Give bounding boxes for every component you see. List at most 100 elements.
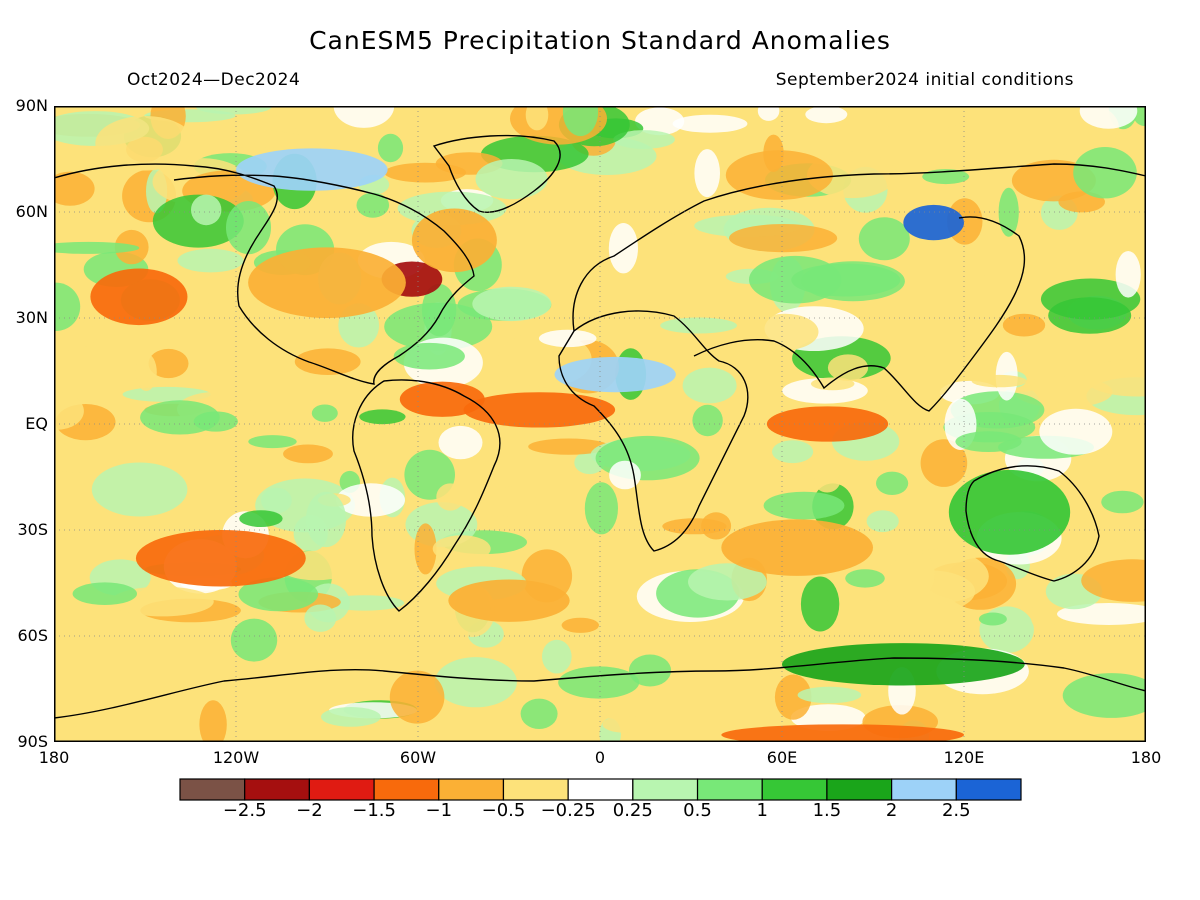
texture-blob [858,217,910,261]
anomaly-south-pacific-dry [135,530,306,587]
texture-blob [922,169,970,185]
texture-blob [998,187,1019,237]
texture-blob [72,582,137,605]
anomaly-south-atlantic-dry [448,579,570,622]
legend-swatch [696,778,763,801]
legend-swatch [244,778,310,801]
texture-blob [377,133,404,163]
texture-blob [538,329,597,348]
legend-label: 2 [885,800,898,821]
anomaly-map [54,106,1146,742]
texture-blob [725,150,834,200]
north-america-coastline [54,163,475,385]
texture-blob [493,486,537,518]
texture-blob [230,618,278,662]
texture-blob [248,435,297,449]
texture-blob [920,439,968,487]
anomaly-amazon-dry [399,381,485,417]
legend-label: 0.25 [612,800,653,821]
anomaly-southern-ocean-wet [782,643,1025,686]
texture-blob [199,302,230,329]
texture-blob [1058,191,1105,213]
texture-blob [876,471,909,495]
legend-label: −2 [296,800,323,821]
texture-blob [432,535,491,563]
anomaly-south-indian-dry [721,519,874,576]
texture-blob [54,392,84,430]
legend-label: 1 [756,800,768,821]
texture-blob [475,159,548,200]
lon-tick-label: 180 [1130,748,1162,767]
greenland-coastline [432,134,561,213]
texture-blob [628,654,672,687]
texture-blob [414,523,437,575]
texture-blob [608,223,639,274]
texture-blob [542,639,572,674]
texture-blob [438,425,483,460]
texture-blob [54,282,81,331]
lat-tick-label: 30N [15,308,48,327]
texture-blob [1073,147,1137,199]
legend-swatch [373,778,440,801]
legend-swatch [955,778,1022,801]
texture-blob [875,106,965,132]
australia-coastline [965,465,1100,582]
texture-blob [772,440,814,464]
lat-tick-label: 60S [17,626,48,645]
texture-blob [525,106,549,131]
texture-blob [434,657,517,708]
texture-blob [729,224,838,253]
legend-swatch [632,778,699,801]
texture-blob [662,213,689,235]
forecast-period: Oct2024—Dec2024 [127,70,301,90]
texture-blob [389,670,445,724]
texture-blob [1081,559,1146,602]
texture-blob [226,201,271,255]
texture-blob [971,374,1027,388]
texture-blob [635,107,685,136]
texture-blob [1084,358,1146,397]
initial-conditions: September2024 initial conditions [775,70,1074,90]
lon-tick-label: 60W [399,748,437,767]
texture-blob [660,317,737,334]
anomaly-north-america-dry [248,247,406,318]
texture-blob [751,313,819,351]
texture-blob [91,462,188,517]
texture-blob [609,460,641,490]
africa-coastline [558,310,749,552]
texture-blob [135,353,157,391]
texture-blob [757,106,780,121]
texture-blob [472,286,552,322]
lon-tick-label: 120E [943,748,985,767]
texture-blob [191,194,222,226]
texture-blob [528,438,610,455]
texture-blob [613,130,675,149]
texture-blob [827,354,869,381]
legend-label: −1 [425,800,453,821]
texture-blob [54,241,140,254]
texture-blob [790,704,866,731]
texture-blob [148,348,189,379]
texture-blob [359,409,406,425]
texture-blob [95,116,195,171]
texture-blob [1062,673,1146,718]
texture-blob [749,255,842,304]
coastlines [54,134,1146,719]
texture-blob [955,431,1022,452]
legend-swatch [891,778,957,801]
anomaly-north-pacific-dry [90,268,188,326]
texture-blob [384,162,467,183]
texture-blob [866,510,899,533]
texture-blob [321,707,381,727]
texture-blob [886,549,989,604]
texture-blob [1039,408,1113,455]
lat-tick-label: 90S [17,732,48,751]
texture-blob [694,149,720,198]
legend-swatch [567,778,634,801]
lat-tick-label: 30S [17,520,48,539]
lat-tick-label: EQ [25,414,48,433]
lon-tick-label: 60E [766,748,798,767]
texture-blob [742,683,771,724]
anomaly-siberia-wet [903,204,965,241]
anomaly-north-atlantic-dry [411,208,497,273]
